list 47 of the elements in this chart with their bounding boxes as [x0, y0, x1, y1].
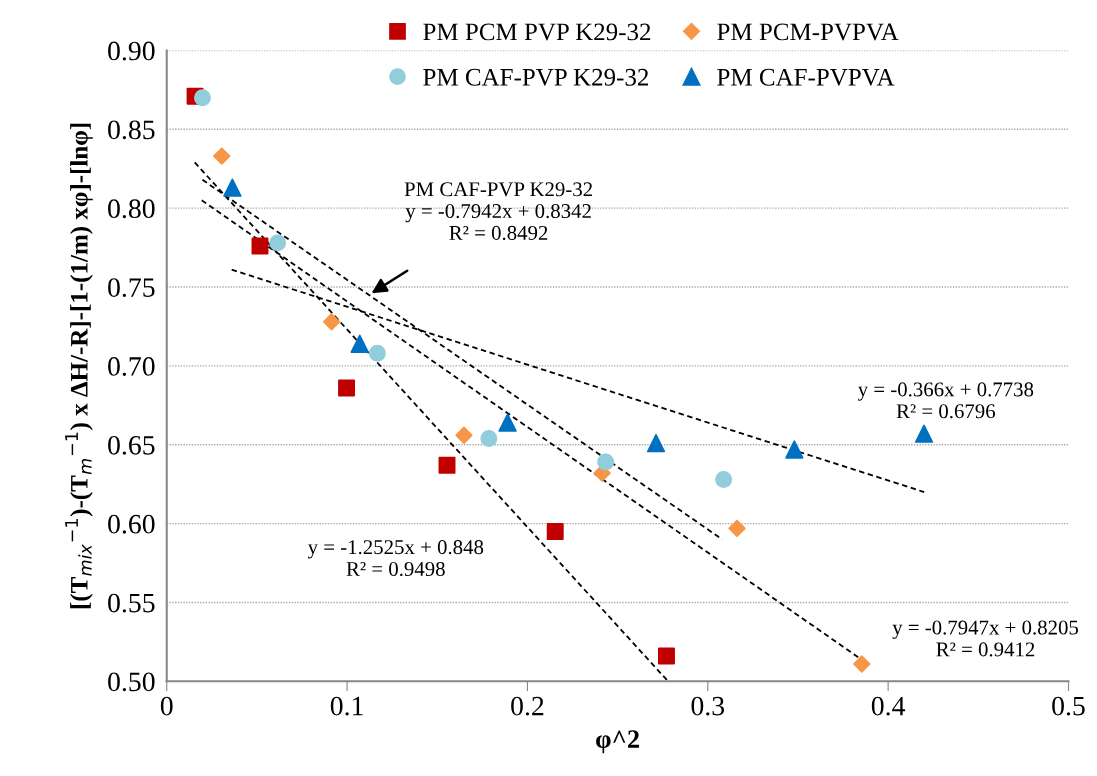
point	[350, 334, 369, 353]
point	[715, 470, 733, 488]
point	[853, 655, 871, 673]
annotation: y = -0.7947x + 0.8205 R² = 0.9412	[892, 620, 1079, 657]
y-tick-label: 0.70	[108, 357, 155, 376]
point	[213, 147, 231, 165]
point	[322, 313, 341, 331]
point	[368, 344, 386, 362]
legend-label: PM CAF-PVPVA	[717, 68, 895, 86]
point	[223, 178, 242, 197]
point	[914, 424, 934, 443]
point	[269, 234, 287, 252]
point	[597, 453, 615, 471]
y-tick-label: 0.60	[108, 514, 155, 534]
legend-label: PM CAF-PVP K29-32	[423, 68, 649, 86]
point	[480, 429, 498, 447]
point	[728, 519, 746, 538]
point	[785, 440, 804, 459]
x-tick-label: 0.4	[871, 696, 906, 716]
point	[193, 89, 211, 107]
point	[546, 523, 564, 540]
y-tick-label: 0.55	[108, 593, 155, 613]
x-axis-title: φ^2	[596, 730, 639, 754]
y-tick-label: 0.65	[108, 435, 155, 455]
point	[438, 456, 456, 474]
annotation: y = -1.2525x + 0.848 R² = 0.9498	[307, 540, 484, 577]
y-tick-label: 0.85	[108, 120, 155, 140]
y-tick-label: 0.80	[108, 199, 155, 219]
point	[646, 433, 666, 453]
point	[498, 413, 517, 432]
point	[658, 647, 675, 665]
legend-label: PM PCM-PVPVA	[717, 23, 899, 41]
y-tick-label: 0.75	[108, 278, 155, 298]
x-tick-label: 0.1	[330, 696, 363, 716]
point	[455, 426, 473, 444]
y-tick-label: 0.50	[108, 672, 155, 692]
legend-label: PM PCM PVP K29-32	[423, 23, 651, 41]
x-tick-label: 0	[160, 696, 173, 716]
x-tick-label: 0.2	[511, 696, 544, 716]
annotation: PM CAF-PVP K29-32 y = -0.7942x + 0.8342 R² = 0.8492	[404, 182, 592, 241]
x-tick-label: 0.3	[691, 696, 725, 716]
point	[338, 379, 356, 397]
annotation: y = -0.366x + 0.7738 R² = 0.6796	[857, 382, 1034, 419]
x-tick-label: 0.5	[1052, 696, 1085, 716]
y-axis-title: [(T$_{mix}$$^{−1}$)-(T$_{m}$$^{−1}$) x ΔH/-R]-[1-(1/m) xφ]-[lnφ]	[65, 123, 93, 609]
point	[251, 237, 269, 255]
y-tick-label: 0.90	[108, 41, 155, 61]
